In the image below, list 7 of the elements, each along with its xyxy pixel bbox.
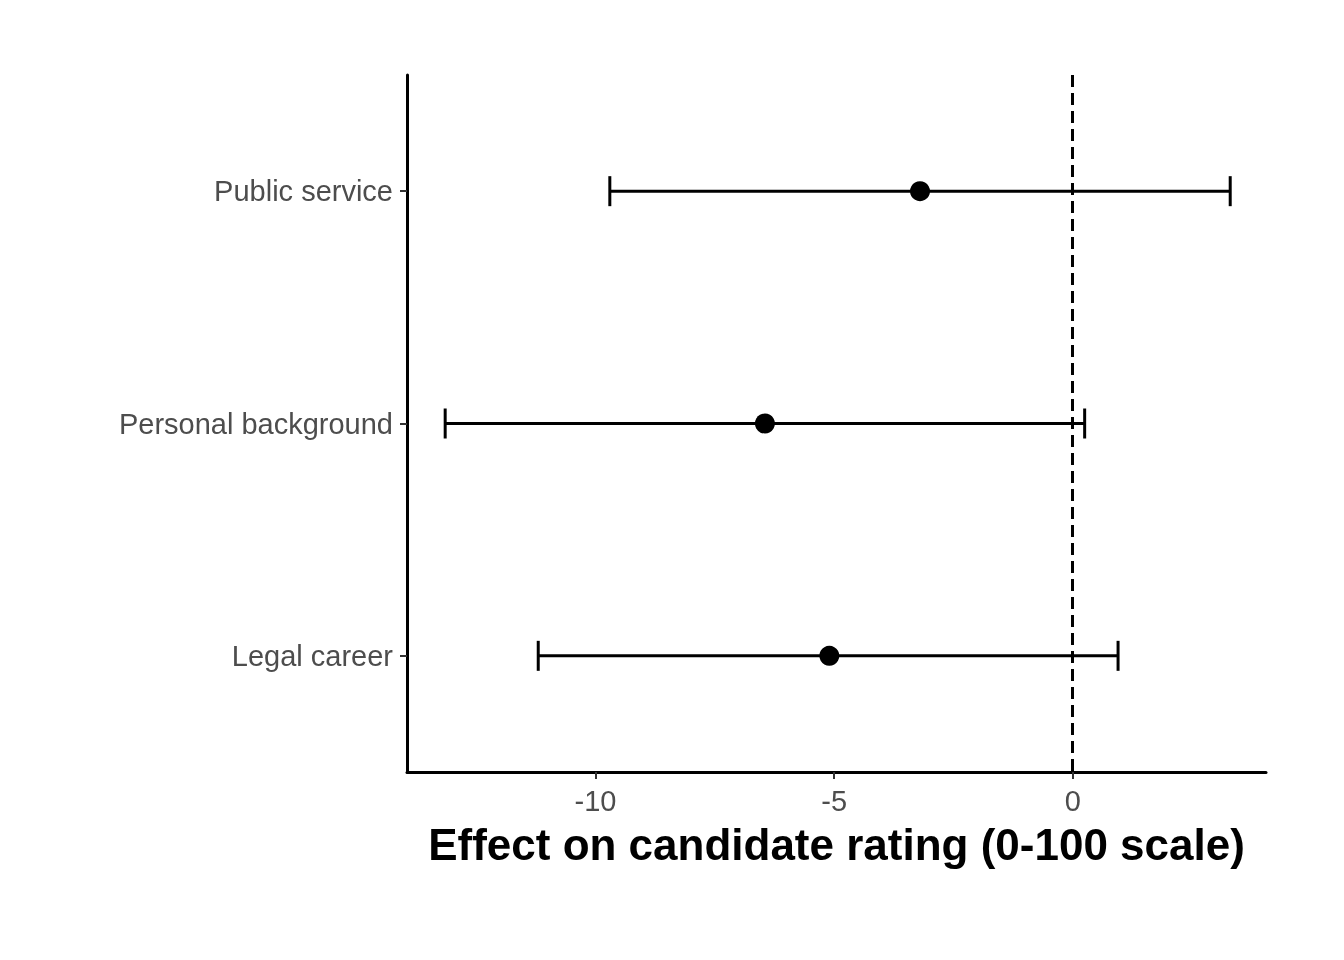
y-tick-label: Legal career bbox=[231, 639, 394, 672]
y-tick-label: Public service bbox=[214, 175, 393, 208]
x-tick-label: -5 bbox=[821, 784, 848, 817]
x-tick-label: -10 bbox=[574, 784, 617, 817]
y-tick-label: Personal background bbox=[118, 407, 393, 440]
x-axis-title: Effect on candidate rating (0-100 scale) bbox=[428, 819, 1245, 869]
x-tick-label: 0 bbox=[1064, 784, 1081, 817]
